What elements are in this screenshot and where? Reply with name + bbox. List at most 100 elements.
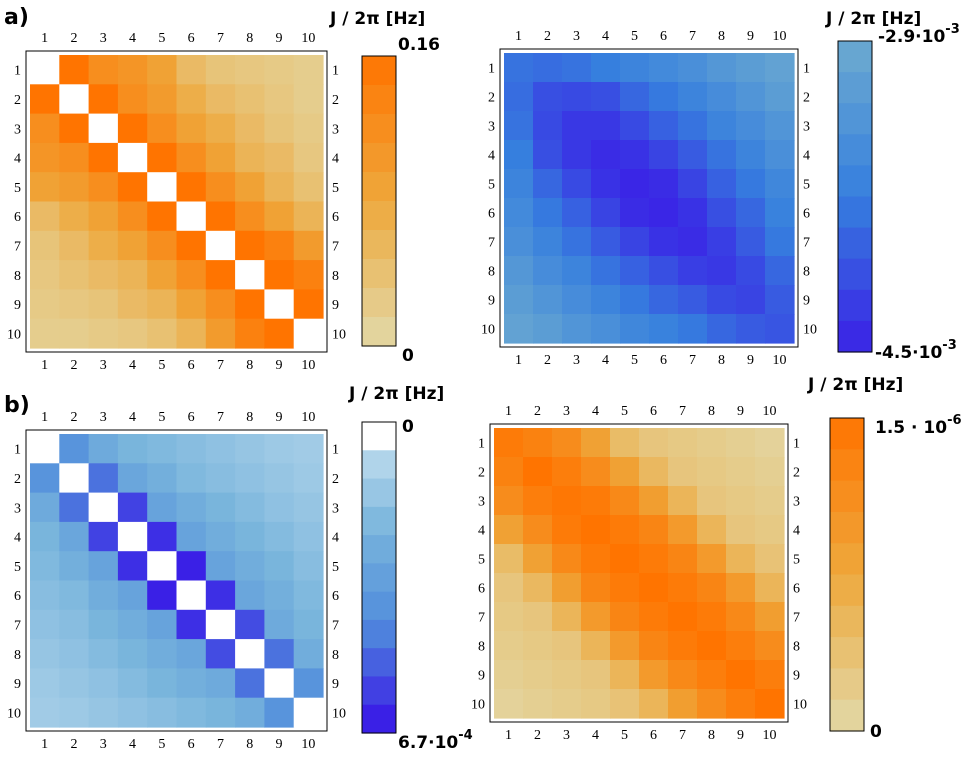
b-right-cell-r2-c10 <box>755 457 785 487</box>
b-right-bottom-tick-label: 10 <box>763 728 777 743</box>
b-right-bottom-tick-label: 5 <box>621 728 628 743</box>
a-right-cell-r4-c3 <box>562 140 592 170</box>
a-right-cell-r1-c3 <box>562 53 592 83</box>
a-right-cell-r3-c5 <box>620 111 650 141</box>
b-right-cell-r4-c5 <box>610 515 640 545</box>
b-left-colorbar-step <box>362 648 396 678</box>
b-left-cell-r7-c10 <box>293 609 324 640</box>
b-right-left-tick-label: 1 <box>478 437 485 452</box>
a-right-bottom-tick-label: 3 <box>573 353 580 368</box>
b-left-top-tick-label: 2 <box>70 410 77 425</box>
b-right-cell-r1-c5 <box>610 428 640 458</box>
a-right-colorbar-step <box>838 320 872 353</box>
a-left-colorbar-step <box>362 230 396 260</box>
a-right-cell-r3-c9 <box>736 111 766 141</box>
b-right-colorbar-step <box>830 637 864 669</box>
b-right-cell-r6-c1 <box>494 573 524 603</box>
b-right-cell-r6-c5 <box>610 573 640 603</box>
b-right-cell-r6-c10 <box>755 573 785 603</box>
b-left-frame <box>25 429 328 732</box>
b-left-cell-r8-c9 <box>264 639 295 669</box>
b-left-cell-r8-c3 <box>88 639 119 669</box>
b-right-bottom-tick-label: 2 <box>534 728 541 743</box>
a-left-cell-r8-c9 <box>264 260 295 290</box>
b-left-cell-r9-c8 <box>235 668 265 699</box>
a-right-bottom-tick-label: 9 <box>747 353 754 368</box>
b-left-cell-r1-c6 <box>176 434 207 464</box>
a-left-cell-r8-c2 <box>59 260 90 290</box>
a-right-cell-r5-c1 <box>504 169 534 199</box>
a-right-top-tick-label: 1 <box>515 29 522 44</box>
b-left-top-tick-label: 5 <box>158 410 165 425</box>
b-left-cell-r2-c8 <box>235 463 265 494</box>
b-left-colorbar-step <box>362 422 396 451</box>
a-right-right-tick-label: 3 <box>803 120 810 135</box>
b-right-right-tick-label: 5 <box>793 553 800 568</box>
a-left-colorbar-step <box>362 56 396 86</box>
a-left-top-tick-label: 2 <box>70 31 77 46</box>
b-left-cell-r5-c3 <box>88 551 119 582</box>
b-left-cell-r4-c1 <box>30 521 60 552</box>
a-left-cell-r9-c3 <box>88 289 119 320</box>
a-right-cell-r10-c4 <box>591 314 621 344</box>
b-left-cell-r9-c5 <box>147 668 178 699</box>
b-left-bottom-tick-label: 2 <box>70 737 77 752</box>
b-right-bottom-tick-label: 3 <box>563 728 570 743</box>
a-right-cell-r1-c6 <box>649 53 679 83</box>
b-right-cell-r9-c2 <box>523 660 553 690</box>
b-right-cell-r1-c8 <box>697 428 727 458</box>
b-right-cell-r1-c4 <box>581 428 611 458</box>
a-left-bottom-tick-label: 6 <box>188 358 195 373</box>
a-left-left-tick-label: 2 <box>14 93 21 108</box>
b-left-cell-r7-c6 <box>176 609 207 640</box>
b-right-colorbar-max-label: 1.5 · 10-6 <box>875 413 962 438</box>
b-right-cell-r4-c3 <box>552 515 582 545</box>
a-right-cell-r4-c9 <box>736 140 766 170</box>
a-right-cell-r6-c3 <box>562 198 592 228</box>
b-right-left-tick-label: 10 <box>471 698 485 713</box>
a-right-frame <box>499 48 799 348</box>
b-left-left-tick-label: 9 <box>14 677 21 692</box>
b-left-bottom-tick-label: 1 <box>41 737 48 752</box>
a-left-cell-r9-c5 <box>147 289 178 320</box>
b-right-cell-r10-c6 <box>639 689 669 719</box>
b-right-cell-r2-c3 <box>552 457 582 487</box>
b-left-cell-r4-c8 <box>235 521 265 552</box>
b-right-top-tick-label: 8 <box>708 404 715 419</box>
b-left-cell-r5-c4 <box>117 551 148 582</box>
a-left-cell-r5-c9 <box>264 172 295 203</box>
b-right-cell-r2-c5 <box>610 457 640 487</box>
a-right-top-tick-label: 9 <box>747 29 754 44</box>
a-left-left-tick-label: 6 <box>14 210 21 225</box>
b-right-cell-r7-c7 <box>668 602 698 632</box>
a-left-cell-r1-c5 <box>147 55 178 85</box>
a-right-cell-r10-c6 <box>649 314 679 344</box>
b-right-cell-r3-c10 <box>755 486 785 516</box>
a-right-bottom-tick-label: 5 <box>631 353 638 368</box>
b-right-cell-r9-c4 <box>581 660 611 690</box>
a-left-colorbar-step <box>362 85 396 115</box>
a-right-cell-r6-c1 <box>504 198 534 228</box>
a-right-cell-r8-c1 <box>504 256 534 286</box>
a-left-cell-r4-c4 <box>117 142 148 173</box>
a-right-cell-r7-c4 <box>591 227 621 257</box>
a-left-cell-r1-c1 <box>30 55 60 85</box>
a-left-cell-r9-c7 <box>205 289 236 320</box>
a-right-cell-r9-c5 <box>620 285 650 315</box>
a-right-colorbar-step <box>838 103 872 135</box>
b-right-cell-r3-c3 <box>552 486 582 516</box>
a-left-cell-r7-c2 <box>59 230 90 261</box>
a-left-cell-r10-c6 <box>176 318 207 349</box>
a-left-cell-r6-c8 <box>235 201 265 232</box>
a-right-cell-r3-c7 <box>678 111 708 141</box>
a-left-bottom-tick-label: 2 <box>70 358 77 373</box>
a-right-cell-r2-c4 <box>591 82 621 112</box>
a-left-colorbar-step <box>362 172 396 202</box>
b-right-colorbar-step <box>830 543 864 576</box>
a-left-cell-r2-c6 <box>176 84 207 115</box>
b-right-cell-r8-c3 <box>552 631 582 661</box>
a-left-right-tick-label: 2 <box>332 93 339 108</box>
a-right-cell-r2-c5 <box>620 82 650 112</box>
b-left-colorbar-step <box>362 563 396 593</box>
a-left-cell-r8-c3 <box>88 260 119 290</box>
